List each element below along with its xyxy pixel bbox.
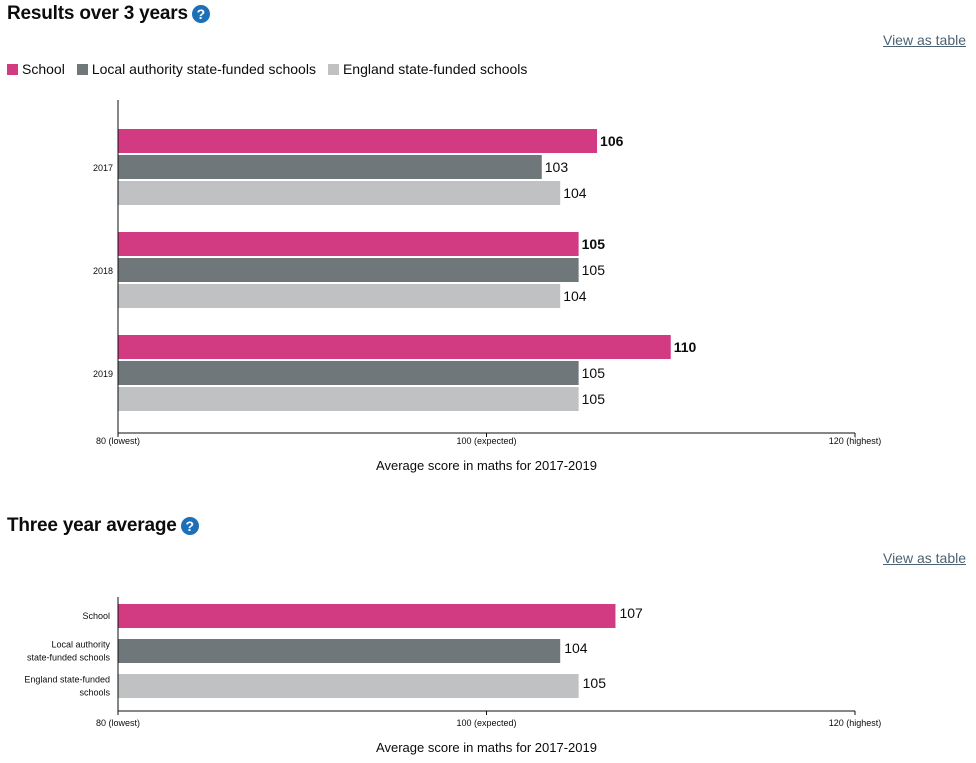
bar bbox=[118, 129, 598, 153]
bar bbox=[118, 387, 579, 411]
bar bbox=[118, 155, 542, 179]
category-label: state-funded schools bbox=[27, 653, 111, 663]
x-tick-label: 80 (lowest) bbox=[96, 436, 140, 446]
legend: School Local authority state-funded scho… bbox=[7, 61, 527, 77]
data-label: 104 bbox=[563, 288, 587, 304]
category-label: School bbox=[82, 611, 110, 621]
bar bbox=[118, 674, 579, 698]
help-icon[interactable]: ? bbox=[191, 5, 210, 23]
category-label: 2018 bbox=[93, 266, 113, 276]
bar bbox=[118, 604, 616, 628]
bar bbox=[118, 639, 561, 663]
category-label: 2019 bbox=[93, 369, 113, 379]
x-axis-title: Average score in maths for 2017-2019 bbox=[376, 740, 597, 755]
data-label: 103 bbox=[545, 159, 569, 175]
bar bbox=[118, 284, 561, 308]
bar bbox=[118, 258, 579, 282]
three-year-average-bar-chart: 107 School 104 Local authority state-funded … bbox=[24, 597, 882, 755]
x-tick-label: 100 (expected) bbox=[456, 436, 516, 446]
legend-item-school: School bbox=[7, 61, 65, 77]
data-label: 110 bbox=[674, 339, 697, 355]
category-label: 2017 bbox=[93, 163, 113, 173]
results-over-3-years-heading: Results over 3 years ? bbox=[7, 3, 210, 25]
results-bar-chart: 2017 106 103 104 2018 105 105 104 2019 110 105 105 8… bbox=[93, 100, 882, 473]
legend-label: Local authority state-funded schools bbox=[91, 61, 316, 77]
three-year-average-heading: Three year average ? bbox=[7, 515, 199, 537]
x-tick-label: 120 (highest) bbox=[829, 718, 882, 728]
legend-item-england: England state-funded schools bbox=[327, 61, 528, 77]
data-label: 106 bbox=[600, 133, 624, 149]
category-label: schools bbox=[79, 688, 110, 698]
x-tick-label: 80 (lowest) bbox=[96, 718, 140, 728]
data-label: 105 bbox=[583, 675, 607, 691]
data-label: 105 bbox=[582, 262, 606, 278]
bar bbox=[118, 232, 579, 256]
legend-item-local-authority: Local authority state-funded schools bbox=[76, 61, 316, 77]
section-title: Results over 3 years bbox=[7, 3, 188, 24]
data-label: 104 bbox=[563, 185, 587, 201]
data-label: 105 bbox=[582, 236, 606, 252]
data-label: 104 bbox=[564, 640, 588, 656]
data-label: 105 bbox=[582, 391, 606, 407]
legend-swatch-local-authority bbox=[76, 63, 88, 75]
bar bbox=[118, 335, 671, 359]
x-axis-title: Average score in maths for 2017-2019 bbox=[376, 458, 597, 473]
section-title: Three year average bbox=[7, 515, 177, 536]
bar bbox=[118, 361, 579, 385]
data-label: 105 bbox=[582, 365, 606, 381]
x-tick-label: 120 (highest) bbox=[829, 436, 882, 446]
legend-label: England state-funded schools bbox=[342, 61, 528, 77]
legend-swatch-england bbox=[327, 63, 339, 75]
view-as-table-link[interactable]: View as table bbox=[882, 32, 966, 48]
x-tick-label: 100 (expected) bbox=[456, 718, 516, 728]
category-label: Local authority bbox=[51, 640, 110, 650]
help-icon[interactable]: ? bbox=[180, 517, 199, 535]
legend-label: School bbox=[22, 61, 65, 77]
legend-swatch-school bbox=[7, 63, 18, 75]
data-label: 107 bbox=[619, 605, 643, 621]
view-as-table-link[interactable]: View as table bbox=[882, 550, 966, 566]
category-label: England state-funded bbox=[24, 675, 110, 685]
bar bbox=[118, 181, 561, 205]
